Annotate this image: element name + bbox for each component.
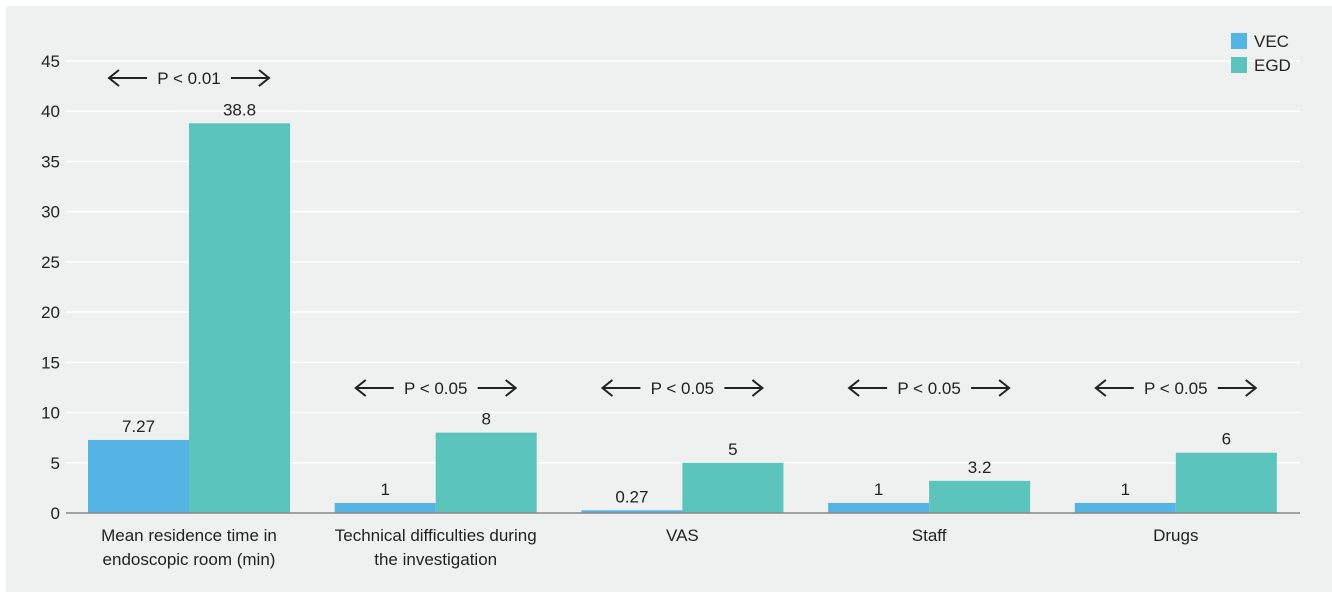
- bar-egd: [1175, 452, 1277, 513]
- legend-label: VEC: [1254, 32, 1289, 51]
- data-label: 1: [874, 480, 883, 499]
- y-tick-label: 20: [41, 303, 60, 322]
- y-tick-label: 10: [41, 404, 60, 423]
- x-tick-label: VAS: [666, 526, 699, 545]
- legend-swatch-vec: [1231, 33, 1247, 49]
- y-tick-label: 30: [41, 203, 60, 222]
- arrow-left-icon: [847, 379, 888, 397]
- y-tick-label: 35: [41, 152, 60, 171]
- legend-label: EGD: [1254, 56, 1291, 75]
- p-value-annotation: P < 0.01: [157, 69, 221, 88]
- y-tick-label: 15: [41, 353, 60, 372]
- bar-vec: [334, 502, 436, 513]
- bar-egd: [682, 462, 784, 513]
- arrow-left-icon: [1094, 379, 1134, 397]
- arrow-left-icon: [354, 379, 394, 397]
- p-value-annotation: P < 0.05: [897, 379, 961, 398]
- data-label: 38.8: [223, 100, 256, 119]
- p-value-annotation: P < 0.05: [1144, 379, 1208, 398]
- x-tick-label: endoscopic room (min): [103, 550, 276, 569]
- arrow-right-icon: [1217, 379, 1258, 397]
- arrow-left-icon: [600, 379, 641, 397]
- data-label: 1: [380, 480, 389, 499]
- data-label: 3.2: [968, 458, 992, 477]
- legend-swatch-egd: [1231, 57, 1247, 73]
- arrow-right-icon: [971, 379, 1011, 397]
- x-tick-label: Drugs: [1153, 526, 1198, 545]
- p-value-annotation: P < 0.05: [651, 379, 715, 398]
- data-label: 0.27: [615, 487, 648, 506]
- data-label: 5: [728, 440, 737, 459]
- y-tick-label: 25: [41, 253, 60, 272]
- y-tick-label: 0: [51, 504, 60, 523]
- x-tick-label: Staff: [912, 526, 947, 545]
- bar-egd: [929, 480, 1031, 513]
- y-tick-label: 40: [41, 102, 60, 121]
- arrow-right-icon: [231, 69, 271, 87]
- data-label: 7.27: [122, 417, 155, 436]
- arrow-left-icon: [107, 69, 147, 87]
- bar-egd: [189, 123, 290, 513]
- bar-egd: [435, 432, 537, 513]
- data-label: 8: [481, 410, 490, 429]
- p-value-annotation: P < 0.05: [404, 379, 468, 398]
- x-tick-label: Technical difficulties during: [335, 526, 537, 545]
- bar-vec: [581, 510, 683, 513]
- x-tick-label: the investigation: [374, 550, 497, 569]
- bar-vec: [88, 439, 189, 513]
- chart-panel: 0 5 10 15 20 25 30 35 40 45 7.27 38.8 Mean residence…: [6, 6, 1332, 592]
- y-tick-label: 5: [51, 454, 60, 473]
- x-tick-label: Mean residence time in: [101, 526, 277, 545]
- data-label: 1: [1121, 480, 1130, 499]
- bar-vec: [828, 502, 930, 513]
- y-tick-label: 45: [41, 52, 60, 71]
- bar-vec: [1074, 502, 1176, 513]
- arrow-right-icon: [477, 379, 518, 397]
- arrow-right-icon: [724, 379, 765, 397]
- data-label: 6: [1222, 430, 1231, 449]
